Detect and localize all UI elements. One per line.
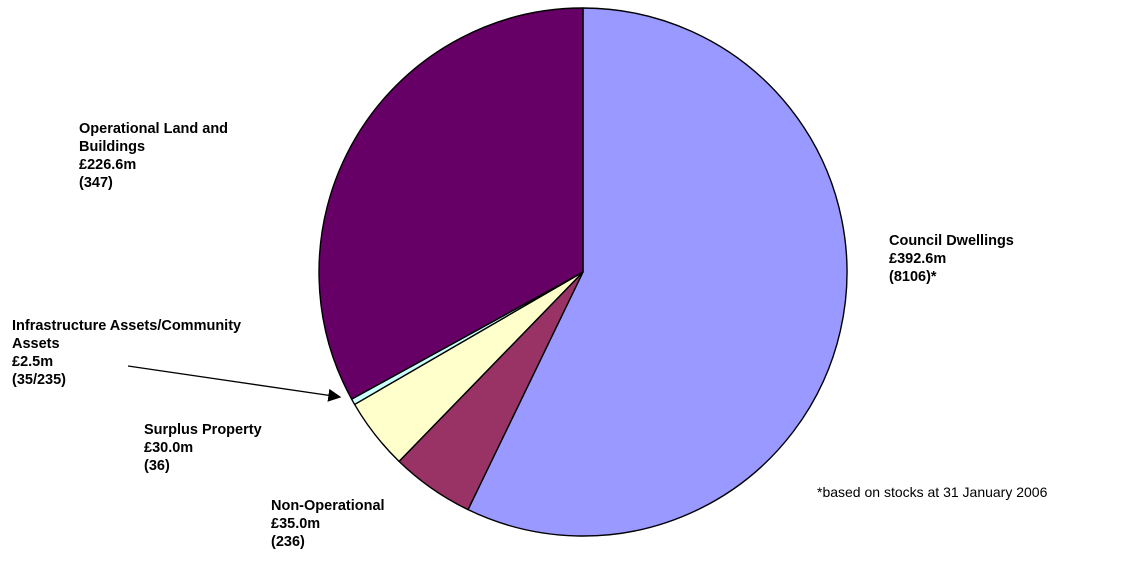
slice-label-line: (347) xyxy=(79,175,113,191)
slice-label-line: £226.6m xyxy=(79,157,136,173)
footnote: *based on stocks at 31 January 2006 xyxy=(817,484,1048,500)
slice-label-infrastructure-assets: Infrastructure Assets/Community Assets £2.… xyxy=(12,318,241,388)
slice-label-line: £30.0m xyxy=(144,440,193,456)
pie-slice-oplb xyxy=(318,7,584,400)
slice-label-line: Buildings xyxy=(79,139,145,155)
slice-label-surplus-property: Surplus Property £30.0m (36) xyxy=(144,422,262,474)
slice-label-line: (36) xyxy=(144,458,170,474)
pie-slice-council xyxy=(467,7,848,537)
slice-label-line: £35.0m xyxy=(271,516,320,532)
slice-label-line: (35/235) xyxy=(12,372,66,388)
slice-label-line: Council Dwellings xyxy=(889,233,1014,249)
slice-label-line: Assets xyxy=(12,336,60,352)
infrastructure-leader-arrow xyxy=(127,365,342,402)
slice-label-line: (8106)* xyxy=(889,269,937,285)
slice-label-non-operational: Non-Operational £35.0m (236) xyxy=(271,498,385,550)
slice-label-line: Surplus Property xyxy=(144,422,262,438)
slice-label-line: Operational Land and xyxy=(79,121,228,137)
slice-label-operational-land-buildings: Operational Land and Buildings £226.6m (347… xyxy=(79,121,228,191)
slice-label-line: £392.6m xyxy=(889,251,946,267)
slice-label-line: £2.5m xyxy=(12,354,53,370)
slice-label-line: Infrastructure Assets/Community xyxy=(12,318,241,334)
slice-label-line: (236) xyxy=(271,534,305,550)
slice-label-council-dwellings: Council Dwellings £392.6m (8106)* xyxy=(889,233,1014,285)
pie-slices xyxy=(318,7,848,537)
slice-label-line: Non-Operational xyxy=(271,498,385,514)
